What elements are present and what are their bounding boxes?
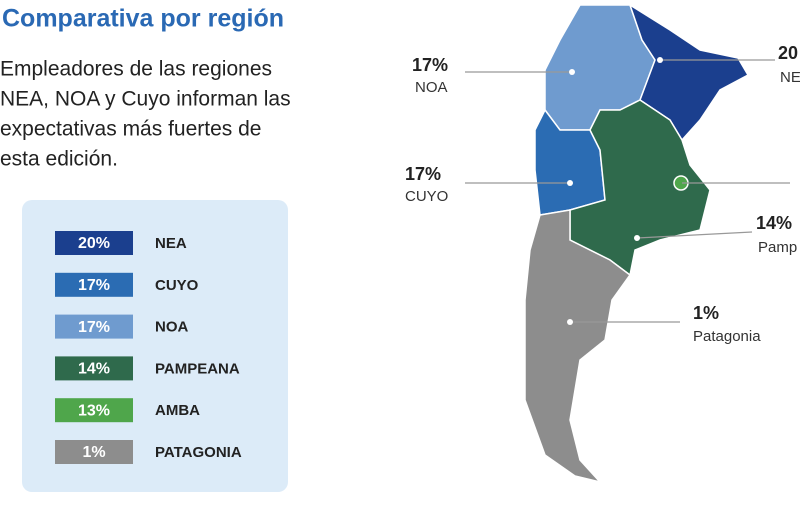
callout-value: 20: [778, 43, 798, 63]
callout-value: 17%: [412, 55, 448, 75]
legend-swatch: [55, 231, 133, 255]
description-line: NEA, NOA y Cuyo informan las: [0, 88, 291, 111]
callout-value: 1%: [693, 303, 719, 323]
legend-name: PAMPEANA: [155, 360, 240, 377]
dot: [569, 69, 575, 75]
callout-name: Patagonia: [693, 328, 761, 345]
legend-value: 17%: [78, 319, 110, 336]
legend-value: 1%: [82, 444, 105, 461]
description-line: expectativas más fuertes de: [0, 118, 261, 141]
legend-swatch: [55, 398, 133, 423]
dot: [567, 319, 573, 325]
title: Comparativa por región: [2, 5, 284, 33]
legend-swatch: [55, 440, 133, 464]
dot: [634, 235, 640, 241]
legend-name: NOA: [155, 319, 189, 336]
description-line: Empleadores de las regiones: [0, 58, 272, 81]
legend-name: AMBA: [155, 402, 200, 419]
legend: 20% NEA 17% CUYO 17% NOA 14% PAMPEANA 13% AMBA 1% P…: [55, 231, 242, 464]
callout-name: Pamp: [758, 239, 797, 256]
description: Empleadores de las regiones NEA, NOA y Cu…: [0, 58, 291, 171]
map: [524, 3, 750, 484]
region-patagonia: [524, 209, 632, 484]
dot: [657, 57, 663, 63]
legend-name: NEA: [155, 235, 187, 252]
callouts: 17% NOA 17% CUYO 20 NE 14% Pamp 1% Patagonia: [405, 43, 800, 345]
callout-name: CUYO: [405, 188, 448, 205]
legend-name: PATAGONIA: [155, 444, 242, 461]
callout-value: 14%: [756, 213, 792, 233]
legend-value: 14%: [78, 361, 110, 378]
callout-value: 17%: [405, 164, 441, 184]
callout-lines: [465, 59, 790, 323]
region-nea: [628, 3, 750, 142]
legend-swatch: [55, 272, 133, 297]
callout-name: NOA: [415, 79, 448, 96]
dot: [567, 180, 573, 186]
legend-value: 13%: [78, 402, 110, 419]
legend-value: 17%: [78, 277, 110, 294]
legend-swatch: [55, 314, 133, 339]
map-dots: [567, 57, 663, 325]
callout-name: NE: [780, 69, 800, 86]
callout-line: [636, 231, 753, 239]
legend-swatch: [55, 356, 133, 381]
legend-value: 20%: [78, 235, 110, 252]
description-line: esta edición.: [0, 148, 118, 171]
legend-name: CUYO: [155, 277, 199, 294]
